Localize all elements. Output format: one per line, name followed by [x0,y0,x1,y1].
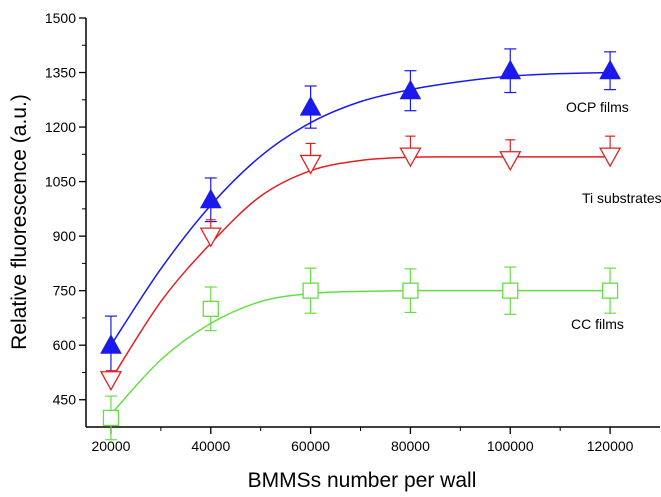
y-tick-label: 600 [53,337,77,353]
data-point [598,147,622,168]
data-point [399,147,422,168]
data-point [502,282,519,299]
data-point [99,371,123,392]
x-tick-label: 40000 [191,438,230,454]
y-tick-label: 1350 [45,65,76,81]
x-axis: 20000 40000 60000 80000 100000 120000 [91,427,634,454]
series-label-ocp-films: OCP films [566,99,629,115]
y-tick-label: 1200 [45,119,76,135]
x-tick-label: 100000 [487,438,534,454]
y-tick-label: 750 [53,283,77,299]
y-tick-label: 1050 [45,174,76,190]
y-tick-label: 1500 [45,10,76,26]
series-ocp-films [100,48,621,375]
data-point [102,409,120,427]
data-point [100,334,122,354]
y-axis-title: Relative fluorescence (a.u.) [8,94,31,350]
x-tick-label: 20000 [91,438,130,454]
data-point [402,282,419,299]
plot-frame [85,18,660,428]
data-point [399,79,422,100]
y-tick-label: 900 [53,228,77,244]
fit-curve-ocp-films [110,71,611,346]
series-cc-films [102,266,619,441]
y-axis: 450 600 750 900 1050 1200 1350 1500 [45,10,86,408]
x-tick-label: 60000 [291,438,330,454]
fit-curve-ti-substrates [110,156,611,381]
data-point [599,59,621,80]
x-axis-title: BMMSs number per wall [248,469,477,492]
y-tick-label: 450 [53,392,77,408]
series-ti-substrates [99,135,622,392]
data-point [601,282,619,299]
data-point [302,282,319,299]
data-point [202,300,219,317]
x-tick-label: 80000 [391,438,430,454]
series-label-cc-films: CC films [571,316,624,332]
x-tick-label: 120000 [587,438,634,454]
data-point [499,59,522,80]
data-point [199,227,222,248]
data-point [199,188,222,209]
fit-curve-cc-films [110,289,611,415]
data-point [499,151,522,172]
data-point [299,96,322,116]
data-point [299,154,322,175]
series-layer [99,48,622,441]
series-label-ti-substrates: Ti substrates [582,190,661,206]
